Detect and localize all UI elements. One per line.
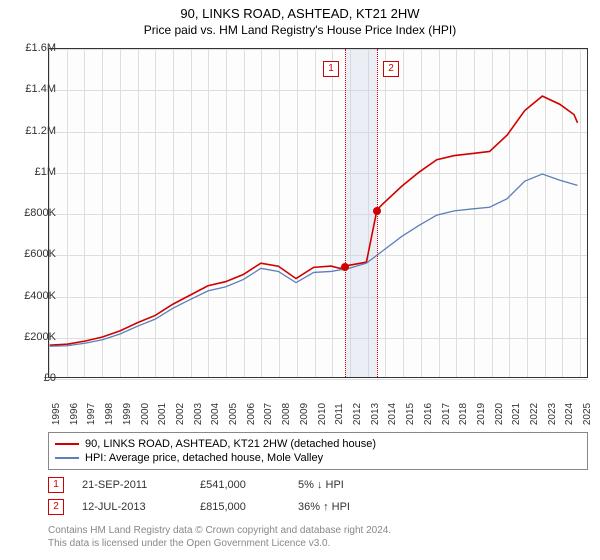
x-tick-label: 2025 — [582, 403, 593, 425]
y-tick-label: £800K — [24, 207, 56, 219]
x-tick-label: 2015 — [405, 403, 416, 425]
x-tick-label: 2020 — [494, 403, 505, 425]
x-tick-label: 2008 — [281, 403, 292, 425]
sales-row: 1 21-SEP-2011 £541,000 5% ↓ HPI — [48, 474, 388, 496]
sales-badge: 2 — [48, 499, 64, 515]
sales-date: 12-JUL-2013 — [82, 501, 182, 513]
x-tick-label: 2006 — [246, 403, 257, 425]
x-tick-label: 2004 — [210, 403, 221, 425]
legend-label: 90, LINKS ROAD, ASHTEAD, KT21 2HW (detac… — [85, 438, 376, 450]
x-tick-label: 2019 — [476, 403, 487, 425]
x-tick-label: 2022 — [529, 403, 540, 425]
series-hpi — [50, 174, 578, 346]
sales-row: 2 12-JUL-2013 £815,000 36% ↑ HPI — [48, 496, 388, 518]
y-tick-label: £1.4M — [25, 83, 56, 95]
x-tick-label: 1999 — [122, 403, 133, 425]
x-tick-label: 1995 — [51, 403, 62, 425]
sales-delta: 5% ↓ HPI — [298, 479, 388, 491]
sales-delta: 36% ↑ HPI — [298, 501, 388, 513]
sale-badge: 1 — [323, 61, 339, 77]
x-tick-label: 2002 — [175, 403, 186, 425]
series-property — [50, 96, 578, 345]
x-tick-label: 2024 — [564, 403, 575, 425]
chart-lines — [49, 49, 587, 377]
chart-title: 90, LINKS ROAD, ASHTEAD, KT21 2HW — [0, 0, 600, 21]
x-tick-label: 2021 — [511, 403, 522, 425]
sales-price: £815,000 — [200, 501, 280, 513]
chart-plot-area: 12 — [48, 48, 588, 378]
y-tick-label: £1.2M — [25, 125, 56, 137]
footer-line2: This data is licensed under the Open Gov… — [48, 537, 391, 550]
x-tick-label: 2005 — [228, 403, 239, 425]
x-tick-label: 2009 — [299, 403, 310, 425]
x-tick-label: 1996 — [69, 403, 80, 425]
sales-date: 21-SEP-2011 — [82, 479, 182, 491]
legend-swatch — [55, 443, 79, 445]
legend-item: HPI: Average price, detached house, Mole… — [55, 451, 581, 465]
footer-attribution: Contains HM Land Registry data © Crown c… — [48, 524, 391, 550]
y-tick-label: £0 — [44, 372, 56, 384]
y-tick-label: £600K — [24, 248, 56, 260]
x-tick-label: 2016 — [423, 403, 434, 425]
sales-badge: 1 — [48, 477, 64, 493]
x-tick-label: 2003 — [193, 403, 204, 425]
x-tick-label: 2013 — [370, 403, 381, 425]
x-tick-label: 2001 — [157, 403, 168, 425]
x-tick-label: 2014 — [387, 403, 398, 425]
chart-legend: 90, LINKS ROAD, ASHTEAD, KT21 2HW (detac… — [48, 432, 588, 470]
x-tick-label: 2023 — [547, 403, 558, 425]
chart-subtitle: Price paid vs. HM Land Registry's House … — [0, 21, 600, 41]
y-tick-label: £400K — [24, 290, 56, 302]
legend-label: HPI: Average price, detached house, Mole… — [85, 452, 323, 464]
x-tick-label: 2000 — [140, 403, 151, 425]
sale-marker — [341, 263, 349, 271]
sale-marker — [373, 207, 381, 215]
x-tick-label: 2011 — [334, 403, 345, 425]
x-tick-label: 2012 — [352, 403, 363, 425]
x-tick-label: 2007 — [263, 403, 274, 425]
footer-line1: Contains HM Land Registry data © Crown c… — [48, 524, 391, 537]
x-tick-label: 1998 — [104, 403, 115, 425]
legend-item: 90, LINKS ROAD, ASHTEAD, KT21 2HW (detac… — [55, 437, 581, 451]
sales-price: £541,000 — [200, 479, 280, 491]
sale-line — [345, 49, 346, 377]
x-tick-label: 1997 — [86, 403, 97, 425]
sale-badge: 2 — [383, 61, 399, 77]
y-tick-label: £200K — [24, 331, 56, 343]
y-tick-label: £1.6M — [25, 42, 56, 54]
y-tick-label: £1M — [35, 166, 56, 178]
x-tick-label: 2018 — [458, 403, 469, 425]
legend-swatch — [55, 457, 79, 459]
x-tick-label: 2010 — [317, 403, 328, 425]
x-tick-label: 2017 — [441, 403, 452, 425]
sales-table: 1 21-SEP-2011 £541,000 5% ↓ HPI 2 12-JUL-2013… — [48, 474, 388, 518]
